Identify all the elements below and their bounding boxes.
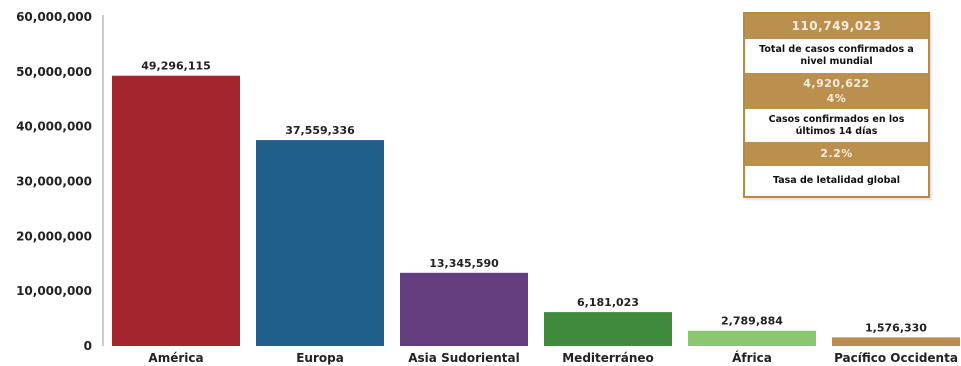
- x-category-label: Europa: [296, 351, 344, 365]
- bar: [544, 312, 672, 346]
- bar-value-label: 13,345,590: [429, 257, 499, 270]
- bar-value-label: 1,576,330: [865, 321, 927, 334]
- bar: [688, 330, 816, 346]
- y-tick-label: 60,000,000: [16, 10, 92, 24]
- letality-rate-label: Tasa de letalidad global: [745, 166, 928, 197]
- recent-cases-box: 4,920,622 4%: [745, 72, 928, 109]
- category-labels: América Europa Asia Sudoriental Mediterráne…: [148, 350, 958, 365]
- bar: [256, 140, 384, 346]
- x-category-label: África: [732, 350, 772, 365]
- x-category-label: Mediterráneo: [562, 351, 654, 365]
- bar-value-label: 2,789,884: [721, 315, 783, 328]
- y-tick-label: 40,000,000: [16, 120, 92, 134]
- x-category-label: América: [148, 351, 203, 365]
- recent-cases-value: 4,920,622: [803, 76, 870, 90]
- recent-cases-label: Casos confirmados en los últimos 14 días: [745, 108, 928, 143]
- bar: [832, 337, 960, 346]
- bar: [400, 272, 528, 346]
- bar-value-label: 49,296,115: [141, 60, 211, 73]
- letality-rate-value: 2.2%: [745, 142, 928, 167]
- recent-cases-percent: 4%: [826, 91, 847, 105]
- y-tick-label: 0: [84, 339, 92, 353]
- y-tick-label: 30,000,000: [16, 175, 92, 189]
- bars: [112, 75, 960, 347]
- summary-panel: 110,749,023 Total de casos confirmados a…: [743, 12, 930, 198]
- x-category-label: Asia Sudoriental: [408, 351, 520, 365]
- bar-value-label: 6,181,023: [577, 296, 639, 309]
- total-cases-label: Total de casos confirmados a nivel mundi…: [745, 39, 928, 73]
- bar-value-label: 37,559,336: [285, 124, 355, 137]
- y-tick-label: 50,000,000: [16, 65, 92, 79]
- y-tick-label: 10,000,000: [16, 284, 92, 298]
- x-category-label: Pacífico Occidenta: [834, 351, 958, 365]
- total-cases-value: 110,749,023: [745, 14, 928, 39]
- y-tick-label: 20,000,000: [16, 229, 92, 243]
- y-axis: 0 10,000,000 20,000,000 30,000,000 40,000,00…: [16, 10, 104, 353]
- bar: [112, 75, 240, 347]
- value-labels: 49,296,115 37,559,336 13,345,590 6,181,023 2…: [141, 60, 927, 335]
